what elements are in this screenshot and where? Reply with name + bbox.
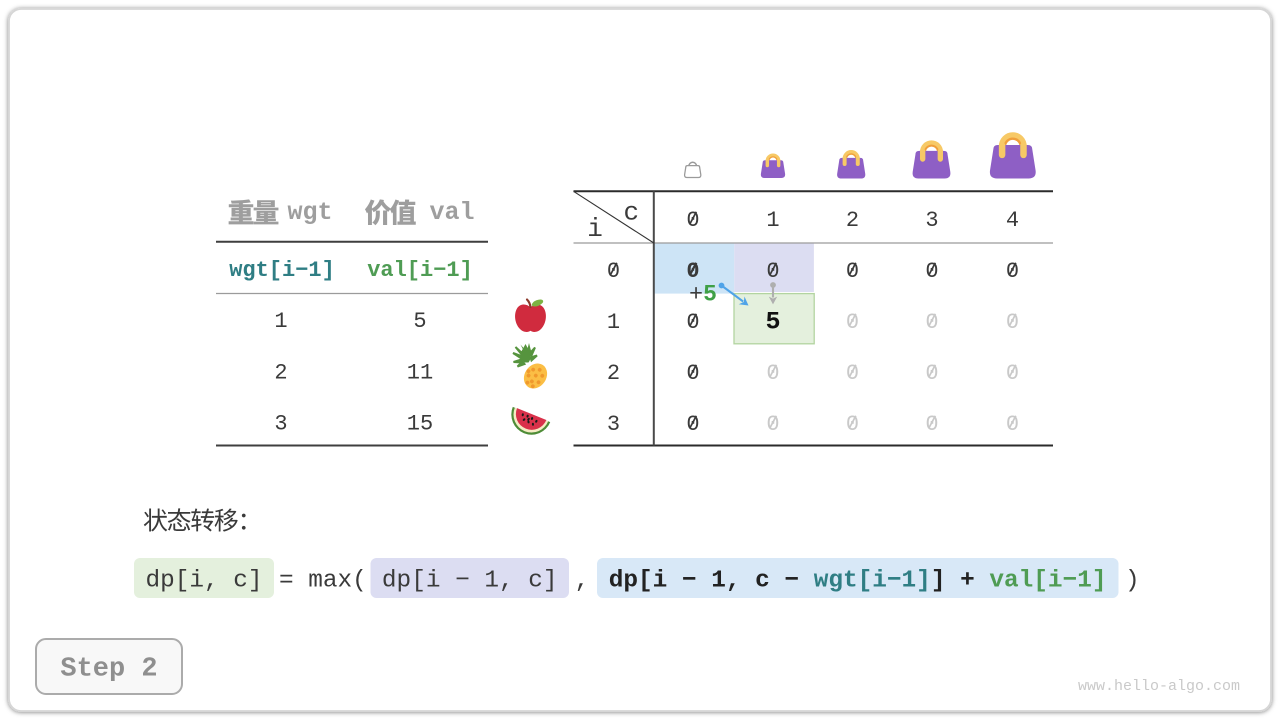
svg-text:= max(: = max( bbox=[279, 568, 367, 595]
svg-text:wgt[i−1]: wgt[i−1] bbox=[814, 568, 931, 595]
svg-text:0: 0 bbox=[1006, 412, 1019, 437]
svg-text:0: 0 bbox=[686, 259, 699, 284]
svg-text:0: 0 bbox=[686, 208, 699, 233]
svg-text:0: 0 bbox=[846, 310, 859, 335]
svg-text:4: 4 bbox=[1006, 208, 1019, 233]
svg-text:c: c bbox=[623, 198, 639, 228]
svg-text:+: + bbox=[689, 282, 703, 309]
svg-text:,: , bbox=[575, 568, 590, 595]
svg-text:0: 0 bbox=[766, 259, 779, 284]
svg-text:dp[i, c]: dp[i, c] bbox=[145, 568, 262, 595]
svg-text:3: 3 bbox=[274, 412, 287, 437]
svg-text:0: 0 bbox=[925, 310, 938, 335]
svg-text:0: 0 bbox=[1006, 310, 1019, 335]
svg-text:Step 2: Step 2 bbox=[60, 655, 157, 685]
svg-text:5: 5 bbox=[703, 282, 717, 308]
svg-text:]: ] bbox=[931, 568, 946, 595]
svg-text:5: 5 bbox=[413, 309, 426, 334]
svg-text:val: val bbox=[430, 198, 475, 227]
svg-text:0: 0 bbox=[686, 310, 699, 335]
svg-text:wgt: wgt bbox=[288, 198, 333, 227]
svg-text:2: 2 bbox=[607, 361, 620, 386]
svg-text:0: 0 bbox=[846, 412, 859, 437]
svg-text:0: 0 bbox=[1006, 259, 1019, 284]
svg-text:0: 0 bbox=[846, 361, 859, 386]
svg-text:val[i−1]: val[i−1] bbox=[989, 568, 1106, 595]
svg-text:1: 1 bbox=[766, 208, 779, 233]
svg-text:dp[i − 1, c −: dp[i − 1, c − bbox=[609, 568, 814, 595]
svg-text:0: 0 bbox=[686, 361, 699, 386]
svg-text:0: 0 bbox=[607, 259, 620, 284]
svg-text:0: 0 bbox=[766, 361, 779, 386]
svg-text:3: 3 bbox=[925, 208, 938, 233]
svg-text:dp[i − 1, c]: dp[i − 1, c] bbox=[382, 568, 558, 595]
svg-text:0: 0 bbox=[925, 259, 938, 284]
svg-text:): ) bbox=[1125, 568, 1140, 595]
svg-text:15: 15 bbox=[407, 412, 433, 437]
svg-text:0: 0 bbox=[1006, 361, 1019, 386]
svg-text:wgt[i−1]: wgt[i−1] bbox=[229, 258, 335, 283]
svg-text:5: 5 bbox=[765, 308, 780, 337]
svg-text:val[i−1]: val[i−1] bbox=[367, 258, 473, 283]
svg-text:0: 0 bbox=[686, 412, 699, 437]
svg-text:+: + bbox=[945, 568, 989, 595]
svg-text:0: 0 bbox=[925, 412, 938, 437]
svg-text:2: 2 bbox=[846, 208, 859, 233]
svg-text:1: 1 bbox=[607, 310, 620, 335]
svg-text:www.hello-algo.com: www.hello-algo.com bbox=[1078, 678, 1240, 695]
svg-text:1: 1 bbox=[274, 309, 287, 334]
svg-text:3: 3 bbox=[607, 412, 620, 437]
svg-text:0: 0 bbox=[925, 361, 938, 386]
svg-text:11: 11 bbox=[407, 361, 433, 386]
svg-text:i: i bbox=[587, 214, 603, 244]
svg-text:0: 0 bbox=[846, 259, 859, 284]
svg-text:0: 0 bbox=[766, 412, 779, 437]
svg-text:2: 2 bbox=[274, 361, 287, 386]
